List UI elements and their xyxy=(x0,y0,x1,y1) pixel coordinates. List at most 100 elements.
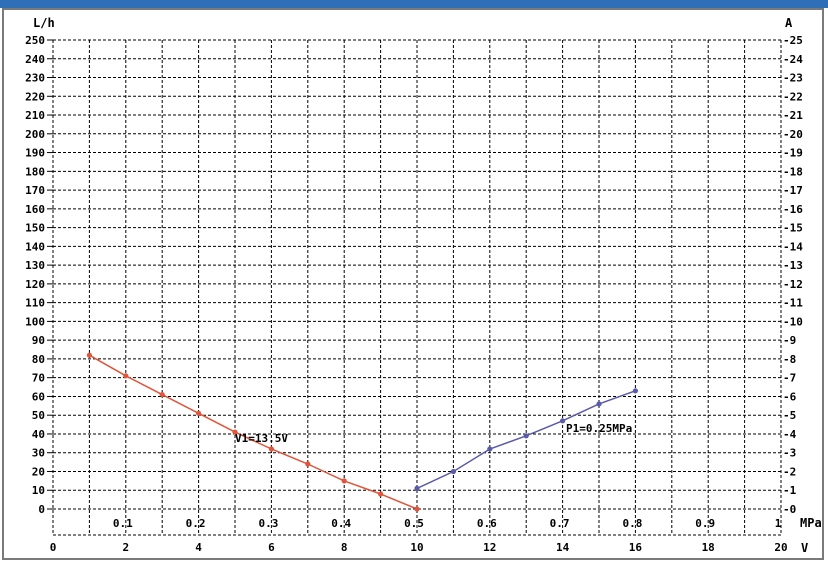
y-right-tick-label: -2 xyxy=(783,465,796,478)
y-right-tick-label: -12 xyxy=(783,278,803,291)
y-right-tick-label: -24 xyxy=(783,53,803,66)
y-left-tick-label: 180 xyxy=(25,165,45,178)
y-left-tick-label: 210 xyxy=(25,109,45,122)
data-point xyxy=(632,388,639,394)
x-voltage-tick-label: 4 xyxy=(195,541,202,554)
x-voltage-tick-label: 20 xyxy=(774,541,787,554)
title-bar xyxy=(0,0,828,8)
data-point xyxy=(196,410,202,416)
series-line-1 xyxy=(89,354,418,510)
y-right-unit-label: A xyxy=(785,16,793,30)
x-voltage-tick-label: 12 xyxy=(483,541,496,554)
x-pressure-unit-label: MPa xyxy=(800,516,822,530)
data-point xyxy=(596,401,602,407)
x-voltage-unit-label: V xyxy=(801,541,808,555)
data-point xyxy=(86,352,92,358)
y-left-tick-label: 80 xyxy=(32,353,45,366)
y-right-tick-label: -21 xyxy=(783,109,803,122)
y-right-tick-label: -1 xyxy=(783,484,797,497)
y-right-tick-label: -5 xyxy=(783,409,796,422)
y-left-tick-label: 70 xyxy=(32,372,45,385)
data-point xyxy=(523,433,529,439)
y-right-tick-label: -11 xyxy=(783,297,803,310)
x-pressure-tick-label: 0.2 xyxy=(186,517,206,530)
x-voltage-tick-label: 0 xyxy=(50,541,57,554)
y-right-tick-label: -0 xyxy=(783,503,796,516)
y-left-tick-label: 50 xyxy=(32,409,45,422)
y-left-tick-label: 130 xyxy=(25,259,45,272)
series-annotation-voltage: V1=13.5V xyxy=(235,432,288,445)
data-point xyxy=(159,391,165,398)
y-right-tick-label: -7 xyxy=(783,372,796,385)
y-right-tick-label: -25 xyxy=(783,34,803,47)
x-pressure-tick-label: 0.4 xyxy=(331,517,351,530)
x-voltage-tick-label: 6 xyxy=(268,541,275,554)
y-right-tick-label: -13 xyxy=(783,259,803,272)
x-voltage-tick-label: 18 xyxy=(702,541,715,554)
y-left-tick-label: 170 xyxy=(25,184,45,197)
data-point xyxy=(378,491,384,497)
data-point xyxy=(450,468,456,475)
x-voltage-tick-label: 14 xyxy=(556,541,570,554)
y-left-tick-label: 100 xyxy=(25,315,45,328)
data-point xyxy=(123,373,129,379)
data-point xyxy=(305,461,311,467)
data-point xyxy=(341,478,347,484)
x-pressure-tick-label: 0.7 xyxy=(550,517,570,530)
series-annotation-pressure: P1=0.25MPa xyxy=(566,422,632,435)
data-point xyxy=(232,429,238,435)
y-right-tick-label: -22 xyxy=(783,90,803,103)
y-left-tick-label: 220 xyxy=(25,90,45,103)
y-left-tick-label: 140 xyxy=(25,240,45,253)
y-left-tick-label: 40 xyxy=(32,428,45,441)
y-left-tick-label: 120 xyxy=(25,278,45,291)
y-right-tick-label: -19 xyxy=(783,147,803,160)
x-pressure-tick-label: 0.1 xyxy=(113,517,133,530)
y-right-tick-label: -4 xyxy=(783,428,797,441)
y-left-tick-label: 250 xyxy=(25,34,45,47)
y-right-tick-label: -16 xyxy=(783,203,803,216)
y-left-tick-label: 0 xyxy=(38,503,45,516)
data-point xyxy=(414,506,420,512)
y-left-tick-label: 30 xyxy=(32,447,45,460)
y-left-tick-label: 10 xyxy=(32,484,45,497)
x-voltage-tick-label: 10 xyxy=(410,541,423,554)
y-left-tick-label: 240 xyxy=(25,53,45,66)
y-right-tick-label: -3 xyxy=(783,447,796,460)
x-pressure-tick-label: 0.6 xyxy=(477,517,497,530)
x-pressure-tick-label: 0.8 xyxy=(622,517,642,530)
y-left-tick-label: 190 xyxy=(25,147,45,160)
data-point xyxy=(560,418,566,424)
y-right-tick-label: -10 xyxy=(783,315,803,328)
x-voltage-tick-label: 2 xyxy=(122,541,129,554)
x-voltage-tick-label: 16 xyxy=(629,541,643,554)
data-point xyxy=(414,485,420,491)
y-left-tick-label: 150 xyxy=(25,222,45,235)
data-point xyxy=(487,446,493,452)
y-left-tick-label: 200 xyxy=(25,128,45,141)
grid xyxy=(52,39,782,536)
x-pressure-tick-label: 0.5 xyxy=(404,517,424,530)
y-left-tick-label: 90 xyxy=(32,334,45,347)
series xyxy=(86,352,639,512)
y-left-unit-label: L/h xyxy=(33,16,55,30)
y-right-tick-label: -14 xyxy=(783,240,803,253)
y-right-tick-label: -17 xyxy=(783,184,803,197)
y-right-tick-label: -15 xyxy=(783,222,803,235)
x-voltage-tick-label: 8 xyxy=(341,541,348,554)
axes: 0102030405060708090100110120130140150160… xyxy=(25,34,803,554)
x-pressure-tick-label: 0.3 xyxy=(258,517,278,530)
y-right-tick-label: -8 xyxy=(783,353,796,366)
y-left-tick-label: 230 xyxy=(25,72,45,85)
y-right-tick-label: -20 xyxy=(783,128,803,141)
y-right-tick-label: -6 xyxy=(783,390,797,403)
x-pressure-tick-label: 1 xyxy=(775,517,782,530)
x-pressure-tick-label: 0.9 xyxy=(695,517,715,530)
y-right-tick-label: -18 xyxy=(783,165,803,178)
data-point xyxy=(268,446,274,452)
y-left-tick-label: 110 xyxy=(25,297,45,310)
y-left-tick-label: 20 xyxy=(32,465,45,478)
y-left-tick-label: 60 xyxy=(32,390,45,403)
